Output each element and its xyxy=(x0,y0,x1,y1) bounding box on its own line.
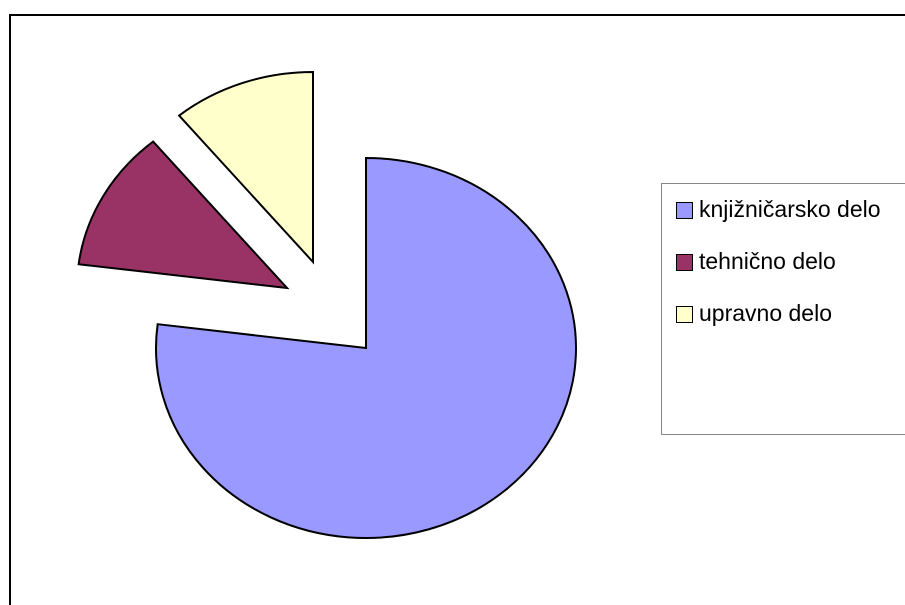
legend-entry: upravno delo xyxy=(676,298,905,328)
pie-slice xyxy=(177,70,314,265)
pie-slice xyxy=(77,140,290,290)
frame xyxy=(9,14,905,605)
legend-label: upravno delo xyxy=(699,300,832,326)
legend: knjižničarsko delo tehnično delo upravno d… xyxy=(661,183,905,435)
pie-slice xyxy=(155,156,577,539)
legend-label: knjižničarsko delo xyxy=(699,196,881,222)
legend-entry: knjižničarsko delo xyxy=(676,194,905,224)
legend-label: tehnično delo xyxy=(699,248,836,274)
legend-swatch xyxy=(676,202,693,219)
legend-swatch xyxy=(676,254,693,271)
legend-entry: tehnično delo xyxy=(676,246,905,276)
legend-swatch xyxy=(676,306,693,323)
